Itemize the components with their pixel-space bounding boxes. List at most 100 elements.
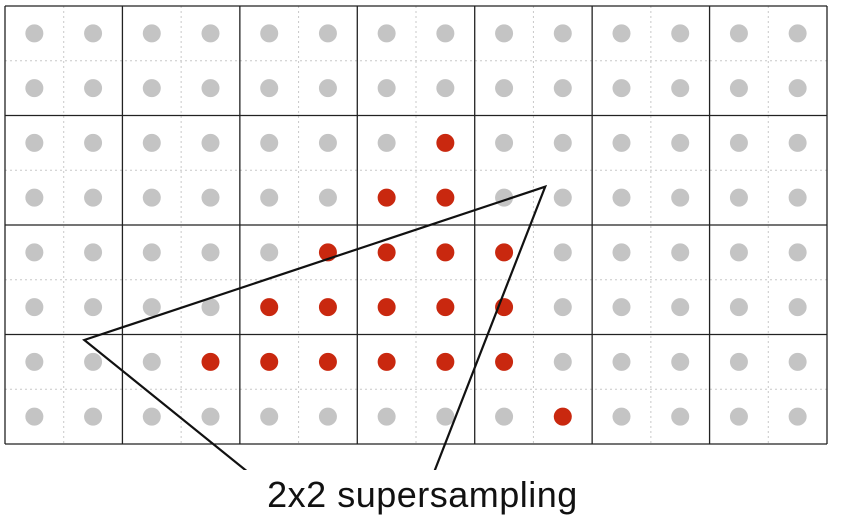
sample-point bbox=[260, 407, 279, 426]
sample-point bbox=[201, 188, 220, 207]
sample-point bbox=[25, 24, 44, 43]
sample-point bbox=[142, 24, 161, 43]
sample-point bbox=[260, 188, 279, 207]
sample-point bbox=[788, 298, 807, 317]
sample-point bbox=[142, 298, 161, 317]
sample-points bbox=[25, 24, 807, 426]
sample-point bbox=[495, 407, 514, 426]
sample-point bbox=[318, 79, 337, 98]
covered-sample-point bbox=[260, 352, 279, 371]
sample-point bbox=[201, 133, 220, 152]
covered-sample-point bbox=[377, 352, 396, 371]
sample-point bbox=[788, 133, 807, 152]
sample-point bbox=[788, 243, 807, 262]
sample-point bbox=[142, 133, 161, 152]
sample-point bbox=[142, 352, 161, 371]
sample-point bbox=[612, 352, 631, 371]
pixel-grid bbox=[4, 5, 828, 445]
sample-point bbox=[377, 24, 396, 43]
sample-point bbox=[436, 407, 455, 426]
sample-point bbox=[553, 133, 572, 152]
covered-sample-point bbox=[201, 352, 220, 371]
sample-point bbox=[671, 133, 690, 152]
sample-point bbox=[84, 188, 103, 207]
sample-point bbox=[84, 298, 103, 317]
sample-point bbox=[436, 24, 455, 43]
sample-point bbox=[84, 407, 103, 426]
sample-point bbox=[553, 298, 572, 317]
sample-point bbox=[84, 352, 103, 371]
subpixel-grid bbox=[5, 6, 827, 444]
sample-point bbox=[788, 79, 807, 98]
sample-point bbox=[25, 79, 44, 98]
covered-sample-point bbox=[495, 243, 514, 262]
sample-point bbox=[612, 407, 631, 426]
covered-sample-point bbox=[436, 243, 455, 262]
sample-point bbox=[788, 24, 807, 43]
covered-sample-point bbox=[553, 407, 572, 426]
sample-point bbox=[201, 298, 220, 317]
sample-point bbox=[25, 188, 44, 207]
sample-point bbox=[729, 407, 748, 426]
sample-point bbox=[495, 24, 514, 43]
sample-point bbox=[671, 352, 690, 371]
sample-point bbox=[612, 79, 631, 98]
sample-point bbox=[671, 188, 690, 207]
sample-point bbox=[553, 188, 572, 207]
sample-point bbox=[612, 133, 631, 152]
sample-point bbox=[553, 24, 572, 43]
sample-point bbox=[25, 407, 44, 426]
sample-point bbox=[553, 79, 572, 98]
sample-point bbox=[612, 243, 631, 262]
covered-sample-point bbox=[318, 352, 337, 371]
sample-point bbox=[729, 188, 748, 207]
covered-sample-point bbox=[318, 298, 337, 317]
sample-point bbox=[788, 352, 807, 371]
sample-point bbox=[788, 188, 807, 207]
covered-sample-point bbox=[436, 133, 455, 152]
sample-point bbox=[260, 79, 279, 98]
sample-point bbox=[729, 352, 748, 371]
sample-point bbox=[260, 243, 279, 262]
covered-sample-point bbox=[377, 243, 396, 262]
triangle bbox=[82, 184, 548, 470]
covered-sample-point bbox=[436, 298, 455, 317]
sample-point bbox=[318, 188, 337, 207]
sample-point bbox=[84, 243, 103, 262]
sample-point bbox=[260, 133, 279, 152]
sample-point bbox=[671, 407, 690, 426]
sample-point bbox=[553, 352, 572, 371]
sample-point bbox=[318, 133, 337, 152]
sample-point bbox=[260, 24, 279, 43]
sample-point bbox=[377, 133, 396, 152]
sample-point bbox=[729, 133, 748, 152]
sample-point bbox=[495, 79, 514, 98]
diagram-caption: 2x2 supersampling bbox=[267, 474, 578, 515]
sample-point bbox=[671, 24, 690, 43]
covered-sample-point bbox=[260, 298, 279, 317]
sample-point bbox=[377, 407, 396, 426]
sample-point bbox=[25, 352, 44, 371]
sample-point bbox=[729, 24, 748, 43]
covered-sample-point bbox=[495, 352, 514, 371]
sample-point bbox=[318, 407, 337, 426]
covered-sample-point bbox=[377, 298, 396, 317]
sample-point bbox=[612, 24, 631, 43]
sample-point bbox=[201, 407, 220, 426]
sample-point bbox=[729, 79, 748, 98]
sample-point bbox=[553, 243, 572, 262]
covered-sample-point bbox=[436, 188, 455, 207]
sample-point bbox=[201, 24, 220, 43]
sample-point bbox=[671, 79, 690, 98]
sample-point bbox=[495, 133, 514, 152]
sample-point bbox=[142, 188, 161, 207]
sample-point bbox=[729, 243, 748, 262]
sample-point bbox=[377, 79, 396, 98]
sample-point bbox=[729, 298, 748, 317]
sample-point bbox=[201, 243, 220, 262]
sample-point bbox=[142, 407, 161, 426]
sample-point bbox=[25, 298, 44, 317]
covered-sample-point bbox=[377, 188, 396, 207]
sample-point bbox=[201, 79, 220, 98]
sample-point bbox=[142, 79, 161, 98]
